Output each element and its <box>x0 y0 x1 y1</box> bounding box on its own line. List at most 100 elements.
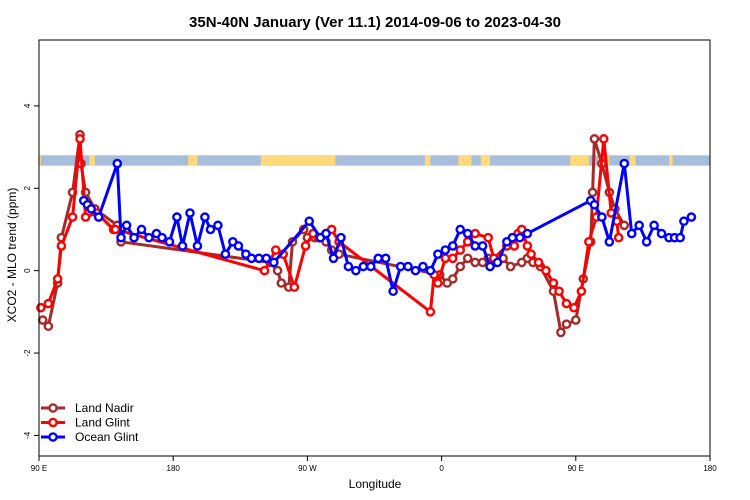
y-tick-label: 2 <box>23 186 32 191</box>
x-tick-label: 0 <box>439 464 444 473</box>
data-point-ocean-glint <box>462 228 473 239</box>
data-point-land-glint <box>598 134 609 144</box>
land-band-segment <box>570 155 589 166</box>
data-point-land-nadir <box>447 274 458 284</box>
legend-marker-land-glint <box>48 417 58 428</box>
data-point-land-glint <box>433 278 443 288</box>
data-point-ocean-glint <box>373 253 384 264</box>
data-point-land-nadir <box>276 278 287 288</box>
data-point-ocean-glint <box>410 265 421 276</box>
data-point-ocean-glint <box>86 204 96 214</box>
data-point-ocean-glint <box>177 241 188 251</box>
data-point-land-nadir <box>571 315 581 325</box>
data-point-ocean-glint <box>157 232 167 243</box>
land-band-segment <box>39 155 41 166</box>
data-point-ocean-glint <box>254 253 264 264</box>
legend-label-land-nadir: Land Nadir <box>75 401 134 415</box>
data-point-land-glint <box>561 298 572 309</box>
data-point-ocean-glint <box>164 237 175 247</box>
data-point-ocean-glint <box>129 232 139 243</box>
data-point-ocean-glint <box>597 212 607 222</box>
data-point-land-nadir <box>587 187 598 198</box>
x-tick-label: 90 E <box>568 464 584 473</box>
data-point-ocean-glint <box>522 228 533 239</box>
data-point-ocean-glint <box>112 158 123 169</box>
data-point-ocean-glint <box>686 212 697 222</box>
data-point-ocean-glint <box>619 158 630 169</box>
data-point-ocean-glint <box>589 199 600 210</box>
data-point-ocean-glint <box>343 261 354 272</box>
data-point-ocean-glint <box>425 265 436 276</box>
land-band-segment <box>188 155 198 166</box>
data-point-land-glint <box>455 245 466 255</box>
data-point-land-glint <box>554 286 564 297</box>
data-point-land-glint <box>470 228 480 239</box>
data-point-ocean-glint <box>433 249 443 259</box>
data-point-land-glint <box>584 237 594 247</box>
data-point-land-glint <box>289 282 300 292</box>
data-point-ocean-glint <box>477 241 488 251</box>
data-point-land-glint <box>52 274 63 284</box>
land-band-segment <box>629 155 636 166</box>
data-point-ocean-glint <box>656 228 667 239</box>
data-point-land-glint <box>43 298 54 309</box>
data-point-ocean-glint <box>507 232 518 243</box>
data-point-ocean-glint <box>116 232 126 243</box>
y-tick-label: -2 <box>23 349 32 357</box>
data-point-ocean-glint <box>470 241 480 251</box>
data-point-land-glint <box>613 232 624 243</box>
data-point-ocean-glint <box>365 261 376 272</box>
x-tick-label: 180 <box>167 464 181 473</box>
axis-ticks: 90 E 180 90 W 0 90 E 180 -4 -2 0 2 4 <box>23 103 717 473</box>
data-point-ocean-glint <box>515 232 525 243</box>
data-point-land-glint <box>425 307 436 317</box>
y-tick-label: -4 <box>23 431 32 439</box>
data-point-ocean-glint <box>205 224 216 235</box>
data-point-ocean-glint <box>485 261 495 272</box>
data-point-ocean-glint <box>172 212 182 222</box>
data-point-land-nadir <box>470 257 480 268</box>
data-point-land-glint <box>533 257 544 268</box>
data-point-ocean-glint <box>395 261 406 272</box>
data-point-ocean-glint <box>200 212 210 222</box>
data-point-ocean-glint <box>403 261 413 272</box>
data-point-ocean-glint <box>136 224 147 235</box>
data-point-land-nadir <box>561 319 572 329</box>
data-point-ocean-glint <box>492 257 503 268</box>
data-point-ocean-glint <box>144 232 154 243</box>
data-point-land-glint <box>526 249 536 259</box>
land-band-segment <box>260 155 336 166</box>
data-point-land-nadir <box>589 134 600 144</box>
data-point-ocean-glint <box>246 253 257 264</box>
land-band-segment <box>424 155 431 166</box>
data-point-ocean-glint <box>440 245 451 255</box>
legend-label-land-glint: Land Glint <box>75 416 130 430</box>
series-ocean-glint <box>78 158 697 297</box>
data-point-land-nadir <box>556 327 566 338</box>
data-point-land-glint <box>110 224 121 235</box>
data-point-ocean-glint <box>641 237 652 247</box>
land-band-segment <box>89 155 95 166</box>
data-point-land-glint <box>569 302 579 313</box>
data-point-land-nadir <box>272 265 283 276</box>
y-tick-label: 4 <box>23 103 32 108</box>
data-point-land-glint <box>80 212 91 222</box>
data-point-ocean-glint <box>261 253 272 264</box>
data-point-land-nadir <box>619 220 630 231</box>
land-band-segment <box>668 155 673 166</box>
y-axis-label: XCO2 - MLO trend (ppm) <box>5 188 19 323</box>
data-point-land-glint <box>300 241 311 251</box>
x-tick-label: 180 <box>703 464 717 473</box>
x-axis-label: Longitude <box>349 477 402 491</box>
chart-title: 35N-40N January (Ver 11.1) 2014-09-06 to… <box>189 14 561 31</box>
data-point-ocean-glint <box>269 257 279 268</box>
legend-label-ocean-glint: Ocean Glint <box>75 430 139 444</box>
data-point-ocean-glint <box>185 208 195 218</box>
data-point-ocean-glint <box>213 220 223 231</box>
data-point-ocean-glint <box>121 220 132 231</box>
data-point-land-glint <box>259 265 270 276</box>
data-point-land-glint <box>509 241 520 251</box>
data-point-land-glint <box>522 241 533 251</box>
ocean-band <box>39 155 710 166</box>
